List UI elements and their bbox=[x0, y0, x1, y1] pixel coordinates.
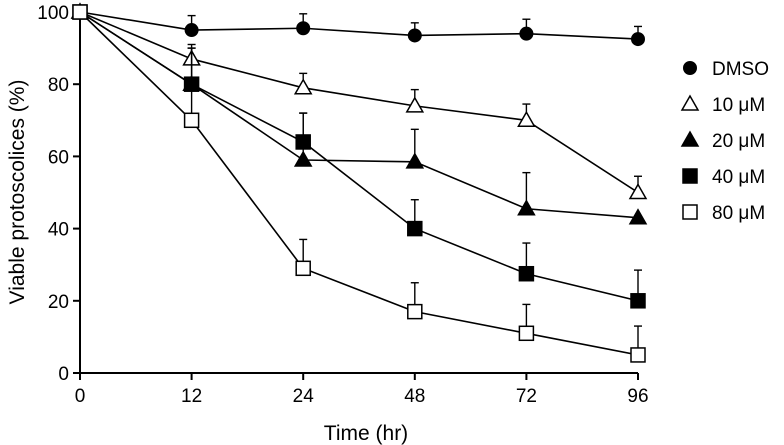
data-point bbox=[296, 21, 311, 36]
legend-item-40-m: 40 μM bbox=[682, 167, 765, 188]
legend-marker bbox=[680, 94, 700, 111]
data-point bbox=[517, 199, 536, 216]
data-point bbox=[183, 112, 200, 129]
axes: 0 20 40 60 80 100 0 12 24 48 72 96 bbox=[37, 3, 648, 407]
data-point bbox=[631, 32, 645, 47]
legend-marker bbox=[683, 61, 697, 75]
series-line bbox=[79, 11, 639, 194]
series-dmso bbox=[73, 5, 645, 47]
data-point bbox=[184, 23, 199, 38]
x-tick-label: 12 bbox=[181, 386, 202, 407]
x-tick-label: 96 bbox=[627, 386, 648, 407]
legend-label: 80 μM bbox=[712, 203, 765, 224]
legend-label: DMSO bbox=[712, 59, 769, 80]
series-layer bbox=[70, 2, 648, 363]
y-tick-label: 100 bbox=[37, 3, 69, 24]
legend-item-80-m: 80 μM bbox=[682, 203, 765, 224]
legend-label: 20 μM bbox=[712, 131, 765, 152]
data-point bbox=[295, 260, 311, 277]
legend-item-20-m: 20 μM bbox=[680, 130, 765, 152]
data-point bbox=[405, 152, 425, 169]
y-axis-title: Viable protoscolices (%) bbox=[6, 80, 29, 305]
data-point bbox=[518, 265, 535, 282]
series-40-m bbox=[72, 4, 646, 309]
y-tick-label: 40 bbox=[48, 220, 69, 241]
data-point bbox=[407, 28, 422, 43]
series-10-m bbox=[70, 2, 648, 200]
data-point bbox=[293, 150, 313, 167]
data-point bbox=[518, 325, 535, 342]
series-line bbox=[79, 11, 639, 302]
data-point bbox=[293, 78, 313, 95]
y-tick-label: 80 bbox=[48, 75, 69, 96]
legend-marker bbox=[680, 130, 700, 147]
legend-label: 40 μM bbox=[712, 167, 765, 188]
data-point bbox=[630, 293, 646, 309]
legend-marker bbox=[682, 204, 698, 220]
series-line bbox=[79, 11, 639, 219]
legend-label: 10 μM bbox=[712, 95, 765, 116]
data-point bbox=[295, 134, 311, 150]
x-tick-label: 0 bbox=[75, 386, 86, 407]
y-tick-label: 20 bbox=[48, 292, 69, 313]
data-point bbox=[628, 208, 648, 225]
series-line bbox=[79, 11, 639, 40]
data-point bbox=[407, 220, 423, 237]
legend: DMSO 10 μM 20 μM 40 μM 80 μM bbox=[680, 59, 769, 224]
y-tick-label: 0 bbox=[58, 364, 69, 385]
data-point bbox=[407, 303, 423, 320]
data-point bbox=[517, 110, 536, 128]
legend-item-dmso: DMSO bbox=[683, 59, 769, 80]
series-20-m bbox=[70, 2, 648, 225]
data-point bbox=[628, 182, 648, 200]
y-tick-label: 60 bbox=[48, 147, 69, 168]
x-tick-label: 24 bbox=[293, 386, 315, 407]
data-point bbox=[72, 4, 88, 20]
x-axis-title: Time (hr) bbox=[324, 422, 408, 445]
legend-item-10-m: 10 μM bbox=[680, 94, 765, 116]
x-tick-label: 72 bbox=[516, 386, 537, 407]
data-point bbox=[405, 96, 425, 113]
data-point bbox=[630, 347, 646, 363]
series-80-m bbox=[72, 4, 646, 363]
data-point bbox=[519, 26, 534, 41]
x-tick-label: 48 bbox=[404, 386, 425, 407]
series-line bbox=[79, 11, 639, 356]
legend-marker bbox=[682, 168, 698, 184]
